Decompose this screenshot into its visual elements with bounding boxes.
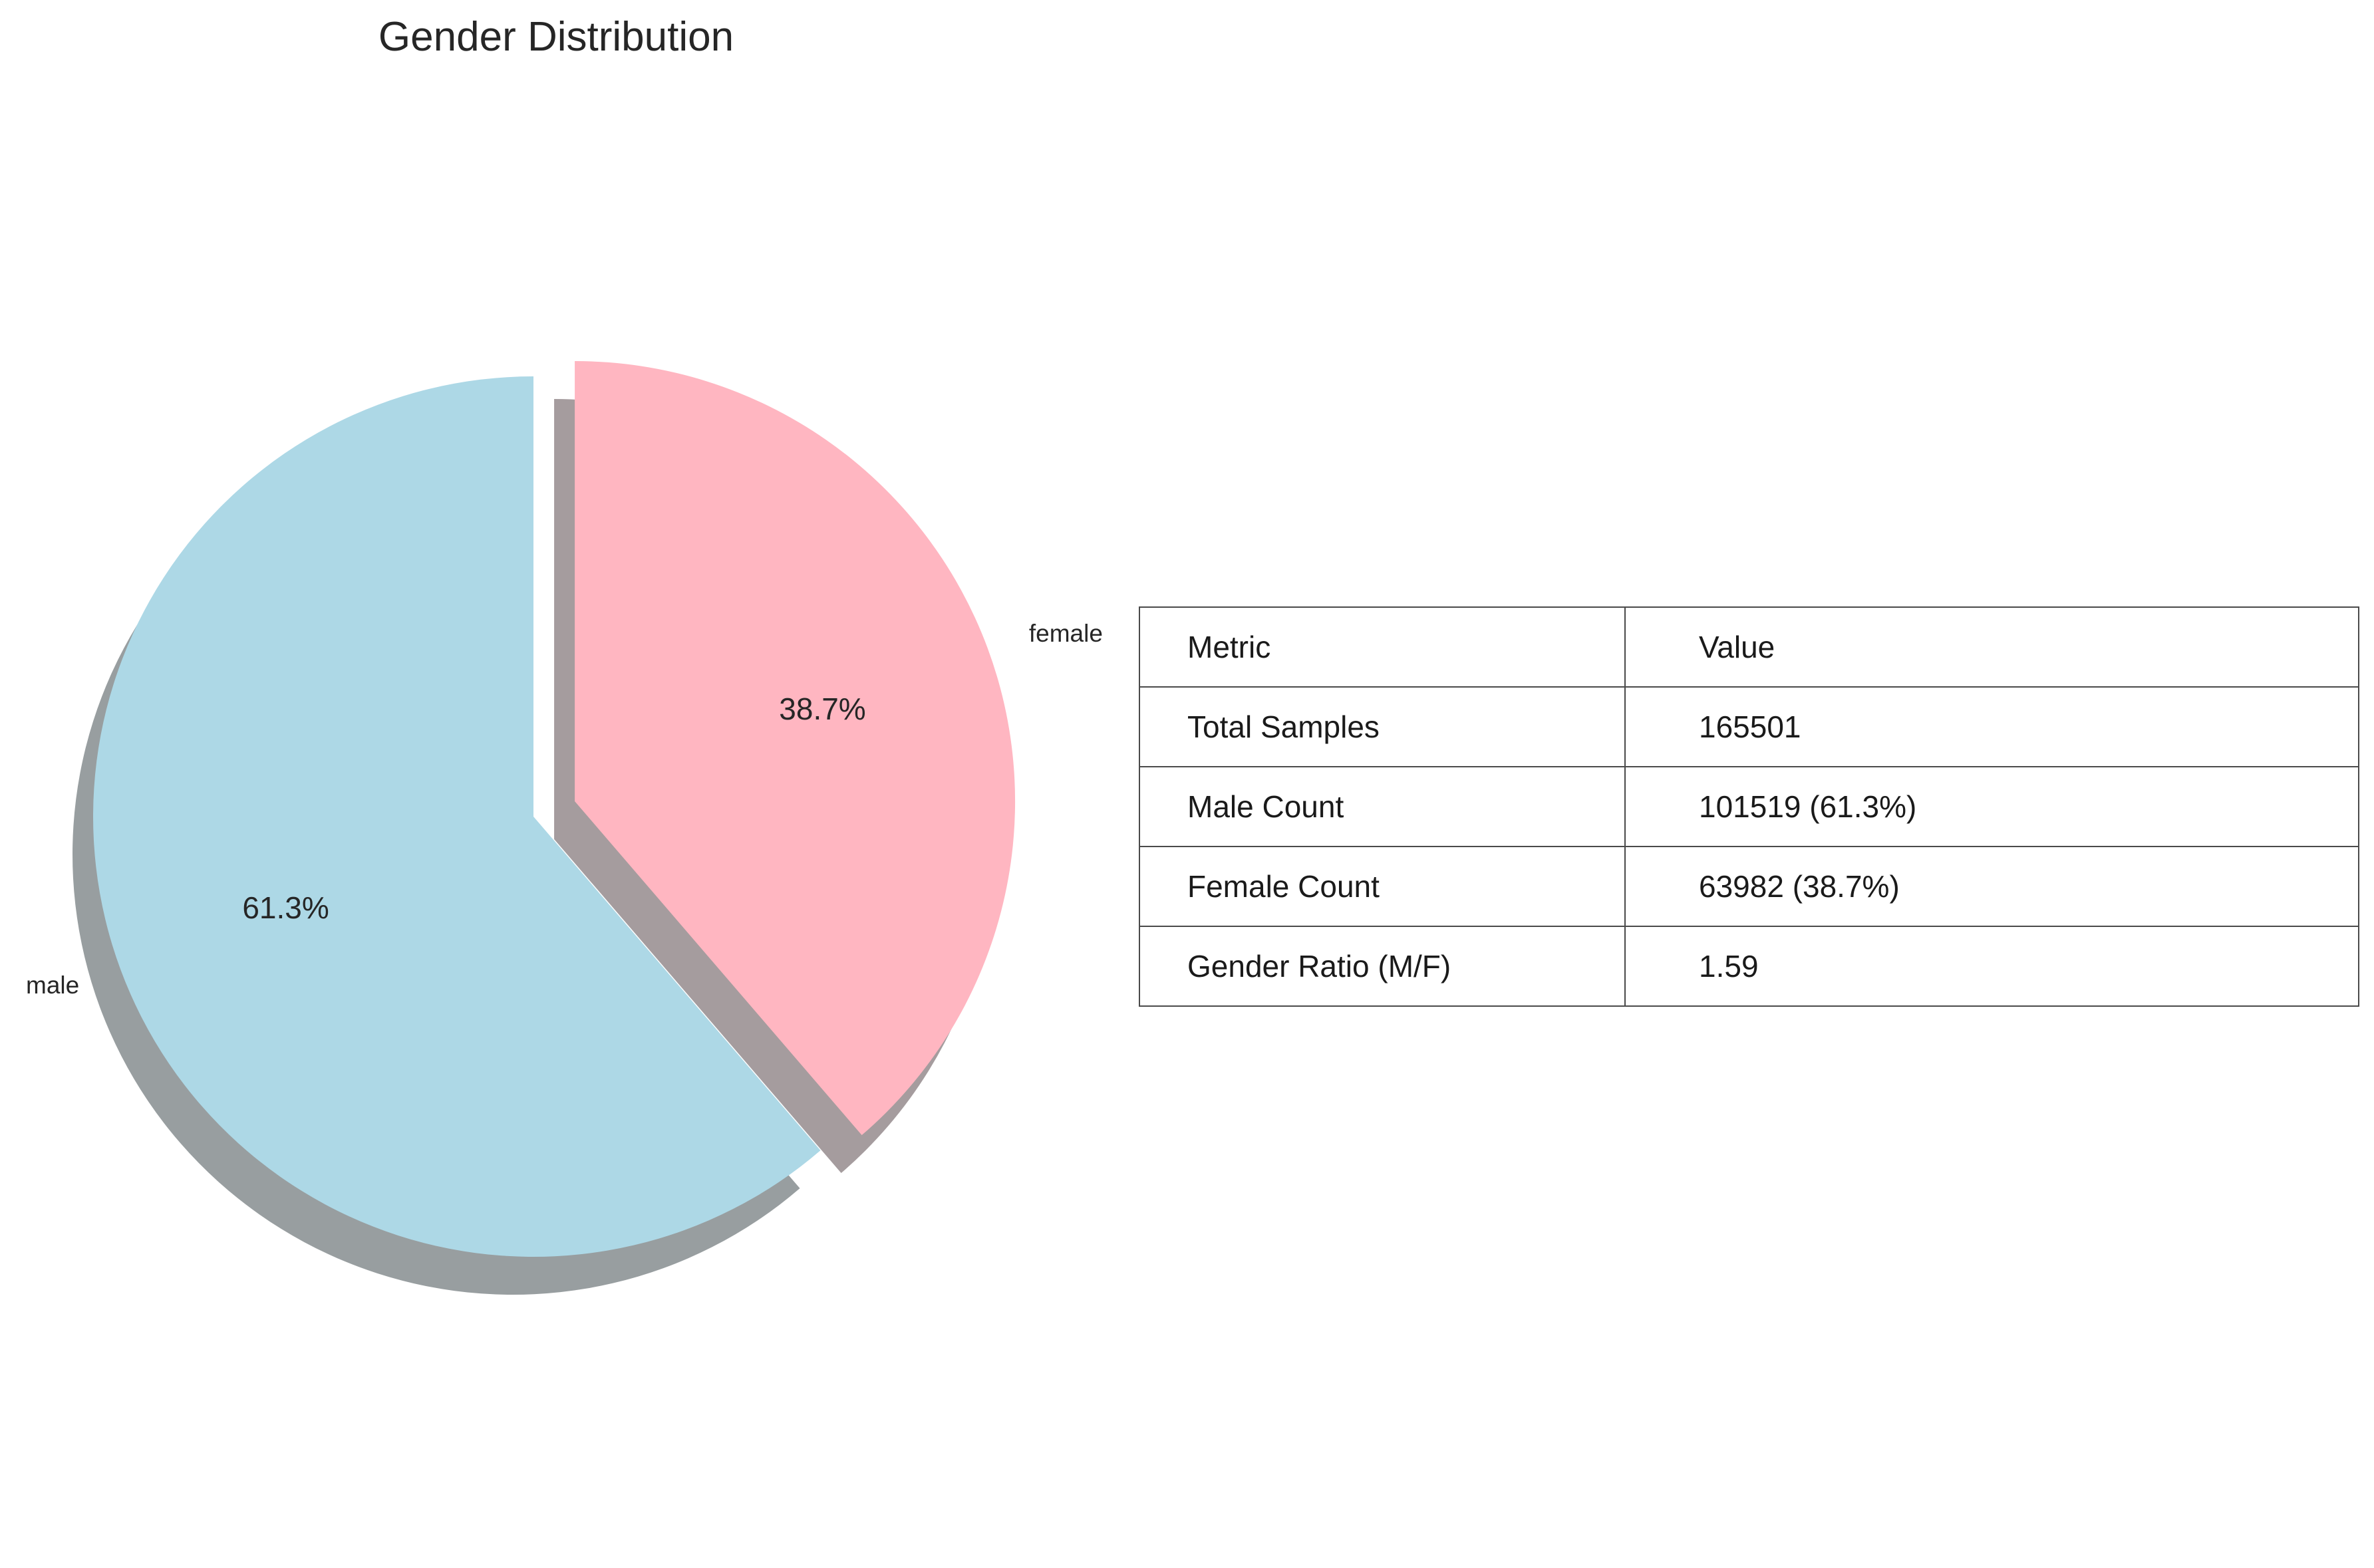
table-cell <box>1624 686 2359 767</box>
table-cell-text: 165501 <box>1699 710 1801 744</box>
table-cell-text: Male Count <box>1187 789 1344 824</box>
table-cell <box>1624 846 2359 927</box>
table-cell-text: Gender Ratio (M/F) <box>1187 949 1451 983</box>
pie-pct-label-male: 61.3% <box>242 890 329 925</box>
table-cell-text: 101519 (61.3%) <box>1699 789 1916 824</box>
table-header-text: Metric <box>1187 630 1270 664</box>
table-header-cell <box>1624 606 2359 688</box>
pie-slices <box>93 360 1016 1257</box>
chart-title: Gender Distribution <box>378 14 734 60</box>
pie-pct-label-female: 38.7% <box>779 692 865 726</box>
table-header-cell <box>1139 606 1626 688</box>
pie-slice-female <box>575 360 1016 1136</box>
pie-category-label-male: male <box>26 972 79 999</box>
metrics-table: Metric Value Total Samples 165501 Male Count… <box>1139 606 2359 1007</box>
pie-category-label-female: female <box>1029 620 1103 647</box>
pie-slice-male <box>93 376 821 1257</box>
table-cell-text: Total Samples <box>1187 710 1380 744</box>
table-cell <box>1624 766 2359 847</box>
table-cell <box>1624 926 2359 1007</box>
table-cell-text: Female Count <box>1187 869 1380 904</box>
table-header-text: Value <box>1699 630 1775 664</box>
table-cell-text: 1.59 <box>1699 949 1759 983</box>
pie-labels: 61.3% male 38.7% female <box>26 620 1103 999</box>
table-cell-text: 63982 (38.7%) <box>1699 869 1900 904</box>
table-cell <box>1139 926 1626 1007</box>
